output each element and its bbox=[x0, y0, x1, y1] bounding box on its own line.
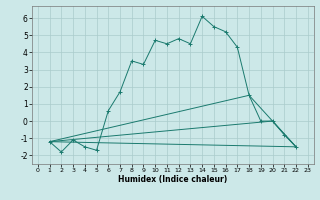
X-axis label: Humidex (Indice chaleur): Humidex (Indice chaleur) bbox=[118, 175, 228, 184]
